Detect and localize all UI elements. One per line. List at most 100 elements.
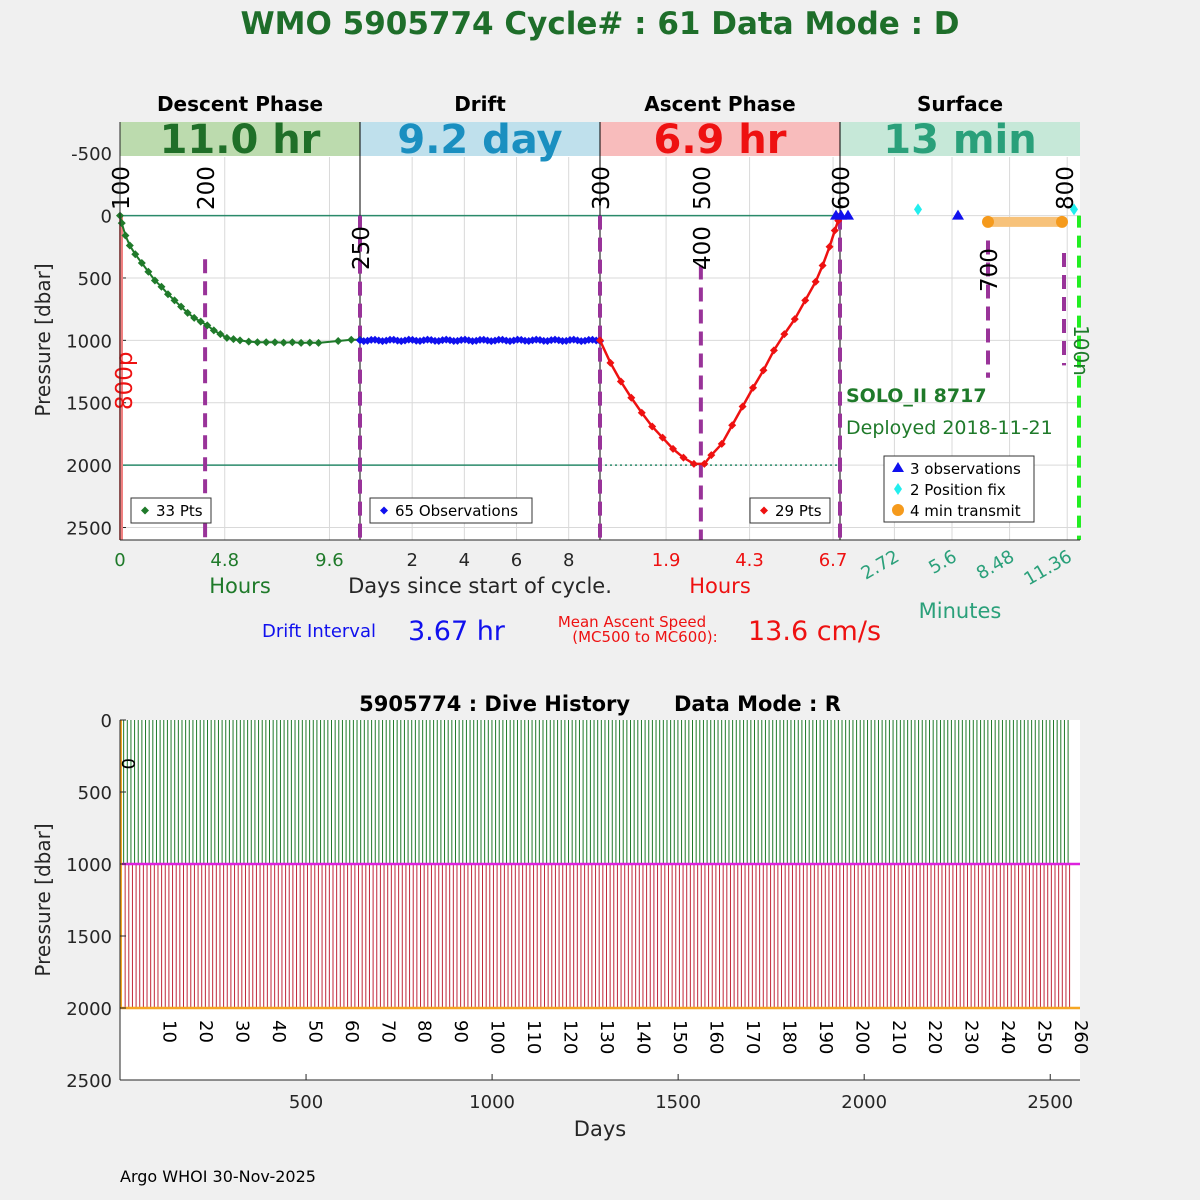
- phase-band: [360, 122, 600, 156]
- drift-interval-label: Drift Interval: [262, 621, 376, 642]
- history-cycle-label: 70: [377, 1020, 398, 1043]
- history-ytick-label: 500: [78, 783, 112, 804]
- descent-point: [137, 258, 146, 267]
- phase-name: Ascent Phase: [644, 92, 795, 116]
- profile-xtick-label: 4.8: [210, 550, 239, 571]
- history-cycle-label: 170: [742, 1020, 763, 1054]
- descent-point: [222, 333, 231, 342]
- surface-legend-transmit-symbol: [892, 504, 904, 516]
- drift-legend-symbol: [380, 506, 388, 515]
- surface-observation-point: [952, 209, 964, 220]
- ascent-point: [648, 422, 657, 431]
- ascent-point: [627, 393, 636, 402]
- descent-point: [170, 296, 179, 305]
- ascent-point: [669, 444, 678, 453]
- phase-duration: 6.9 hr: [654, 117, 787, 163]
- descent-point: [177, 302, 186, 311]
- ascent-point: [700, 459, 709, 468]
- descent-legend-symbol: [141, 506, 149, 515]
- descent-point: [196, 317, 205, 326]
- profile-xtick-label: 4.3: [735, 550, 764, 571]
- history-xtick-label: 1000: [469, 1092, 515, 1113]
- surface-legend-observation-symbol: [892, 462, 904, 472]
- history-ytick-label: 0: [101, 711, 112, 732]
- profile-ytick-label: 1000: [66, 331, 112, 352]
- history-cycle-label: 50: [304, 1020, 325, 1043]
- footer-credit: Argo WHOI 30-Nov-2025: [120, 1167, 316, 1186]
- surface-xtick-label: 8.48: [973, 546, 1018, 584]
- descent-point: [229, 335, 238, 344]
- history-xtick-label: 2500: [1027, 1092, 1073, 1113]
- position-fix-point: [914, 203, 922, 216]
- descent-point: [209, 326, 218, 335]
- ascent-point: [637, 408, 646, 417]
- history-xtick-label: 500: [289, 1092, 323, 1113]
- phase-name: Descent Phase: [157, 92, 323, 116]
- history-cycle-label: 140: [633, 1020, 654, 1054]
- descent-point: [164, 290, 172, 299]
- ascent-point: [790, 315, 799, 324]
- history-cycle-label: 230: [961, 1020, 982, 1054]
- descent-point: [334, 336, 343, 345]
- history-title: 5905774 : Dive History Data Mode : R: [359, 692, 841, 716]
- history-cycle-label: 120: [560, 1020, 581, 1054]
- history-cycle-label: 220: [924, 1020, 945, 1054]
- position-fix-point: [1070, 203, 1078, 216]
- history-cycle-label: 130: [596, 1020, 617, 1054]
- ascent-point: [769, 346, 778, 355]
- history-cycle-label: 240: [997, 1020, 1018, 1054]
- descent-point: [288, 338, 297, 347]
- marker-250-label: 250: [349, 226, 375, 270]
- ascent-point: [818, 261, 827, 270]
- descent-point: [125, 241, 134, 250]
- profile-ytick-label: 2500: [66, 519, 112, 540]
- surface-xtick-label: 2.72: [858, 546, 903, 584]
- ascent-legend-symbol: [760, 506, 768, 515]
- descent-point: [305, 338, 314, 347]
- descent-point: [216, 330, 225, 339]
- marker-600-label: 600: [829, 166, 855, 210]
- profile-ylabel: Pressure [dbar]: [31, 263, 55, 416]
- surface-legend-box: [883, 455, 1035, 523]
- history-cycle-label: 100: [487, 1020, 508, 1054]
- descent-point: [190, 313, 199, 322]
- surface-observation-point: [830, 209, 842, 220]
- history-cycle-label: 180: [778, 1020, 799, 1054]
- history-xtick-label: 1500: [655, 1092, 701, 1113]
- surface-legend-observation-text: 3 observations: [910, 460, 1021, 478]
- history-cycle-label: 150: [669, 1020, 690, 1054]
- page-title: WMO 5905774 Cycle# : 61 Data Mode : D: [240, 6, 959, 42]
- marker-800-label: 800: [1053, 166, 1079, 210]
- transmit-start-point: [982, 215, 994, 228]
- history-ytick-label: 1500: [66, 927, 112, 948]
- ascent-speed-value: 13.6 cm/s: [748, 616, 881, 647]
- drift-interval-value: 3.67 hr: [408, 616, 506, 647]
- descent-point: [236, 336, 244, 345]
- descent-point: [121, 231, 130, 240]
- ascent-point: [689, 459, 698, 468]
- profile-xtick-label: 8: [563, 550, 574, 571]
- ascent-point: [679, 453, 688, 462]
- ascent-speed-label-2: (MC500 to MC600):: [572, 628, 717, 646]
- history-cycle-label: 90: [450, 1020, 471, 1043]
- descent-point: [347, 335, 356, 344]
- drift-xlabel: Days since start of cycle.: [348, 574, 612, 598]
- descent-point: [131, 250, 140, 259]
- ascent-point: [616, 377, 625, 386]
- ascent-point: [830, 226, 839, 235]
- ascent-point: [606, 358, 615, 367]
- deployed-date: Deployed 2018-11-21: [846, 417, 1053, 439]
- label-800p: 800p: [112, 352, 138, 411]
- marker-300-label: 300: [589, 166, 615, 210]
- history-ytick-label: 2500: [66, 1071, 112, 1092]
- descent-point: [262, 338, 271, 347]
- phase-duration: 9.2 day: [397, 117, 562, 163]
- surface-legend-transmit-text: 4 min transmit: [910, 502, 1021, 520]
- ascent-point: [658, 433, 667, 442]
- phase-band: [600, 122, 840, 156]
- surface-xtick-label: 11.36: [1021, 546, 1076, 590]
- ascent-point: [780, 330, 789, 339]
- transmit-end-point: [1056, 215, 1068, 228]
- marker-400-label: 400: [690, 226, 716, 270]
- label-100n: 100n: [1069, 325, 1093, 376]
